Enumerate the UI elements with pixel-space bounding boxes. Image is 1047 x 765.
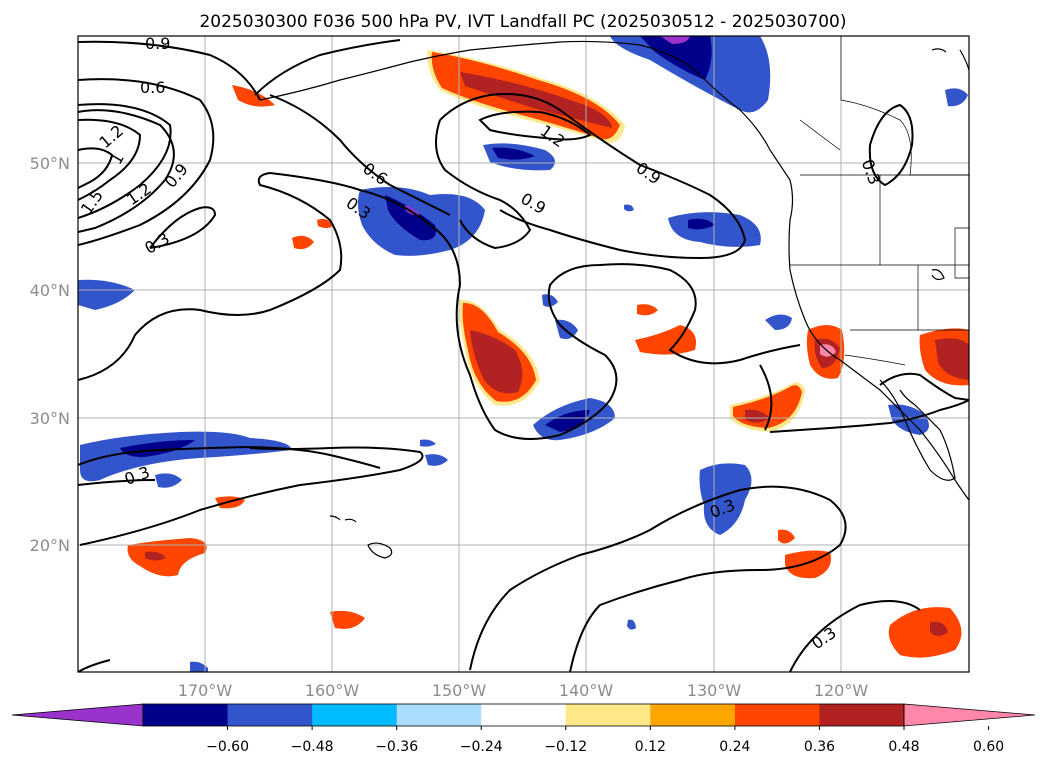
colorbar-tick-label: −0.48 <box>291 739 334 755</box>
colorbar-tick-label: −0.60 <box>206 739 249 755</box>
colorbar-segments <box>11 703 1036 727</box>
map-border <box>77 35 970 673</box>
colorbar-tick-label: 0.12 <box>635 739 666 755</box>
colorbar-ticks: −0.60 −0.48 −0.36 −0.24 −0.12 0.12 0.24 0.36 0.4… <box>206 726 1004 755</box>
colorbar-segment <box>650 704 736 726</box>
colorbar-segment <box>481 704 567 726</box>
colorbar-tick-label: −0.36 <box>375 739 418 755</box>
colorbar-segment <box>819 704 905 726</box>
colorbar-tick-label: 0.60 <box>973 739 1004 755</box>
lat-label: 20°N <box>30 536 70 555</box>
colorbar-frame <box>142 703 905 727</box>
borders <box>790 36 969 366</box>
lat-label: 50°N <box>30 154 70 173</box>
colorbar: −0.60 −0.48 −0.36 −0.24 −0.12 0.12 0.24 0.36 0.4… <box>11 703 1036 755</box>
colorbar-segment <box>143 704 229 726</box>
contour-label: 0.9 <box>145 34 170 53</box>
colorbar-extend-min <box>11 703 144 727</box>
colorbar-segment <box>312 704 398 726</box>
colorbar-segment <box>227 704 313 726</box>
lon-label: 170°W <box>178 681 233 700</box>
map-content: 0.9 0.6 1.2 1.5 1 1.2 0.9 0.6 0.3 0.3 1.… <box>78 34 969 672</box>
map-title: 2025030300 F036 500 hPa PV, IVT Landfall… <box>199 12 846 32</box>
colorbar-segment <box>396 704 482 726</box>
graticule <box>78 36 969 672</box>
colorbar-tick-label: 0.36 <box>804 739 835 755</box>
colorbar-tick-label: 0.24 <box>719 739 750 755</box>
colorbar-segment <box>565 704 651 726</box>
colorbar-tick-label: −0.12 <box>544 739 587 755</box>
lon-label: 140°W <box>559 681 614 700</box>
contour-label: 0.6 <box>140 78 165 97</box>
lon-label: 120°W <box>814 681 869 700</box>
lat-label: 30°N <box>30 409 70 428</box>
lat-label: 40°N <box>30 281 70 300</box>
colorbar-tick-label: 0.48 <box>888 739 919 755</box>
positive-anomaly-fill <box>127 50 969 658</box>
longitude-labels: 170°W 160°W 150°W 140°W 130°W 120°W <box>178 681 869 700</box>
lon-label: 160°W <box>305 681 360 700</box>
colorbar-tick-label: −0.24 <box>460 739 503 755</box>
lon-label: 150°W <box>432 681 487 700</box>
lon-label: 130°W <box>687 681 742 700</box>
colorbar-segment <box>734 704 820 726</box>
colorbar-extend-max <box>903 703 1036 727</box>
latitude-labels: 50°N 40°N 30°N 20°N <box>30 154 70 555</box>
negative-anomaly-fill <box>78 36 968 672</box>
ivt-contours <box>78 39 969 672</box>
